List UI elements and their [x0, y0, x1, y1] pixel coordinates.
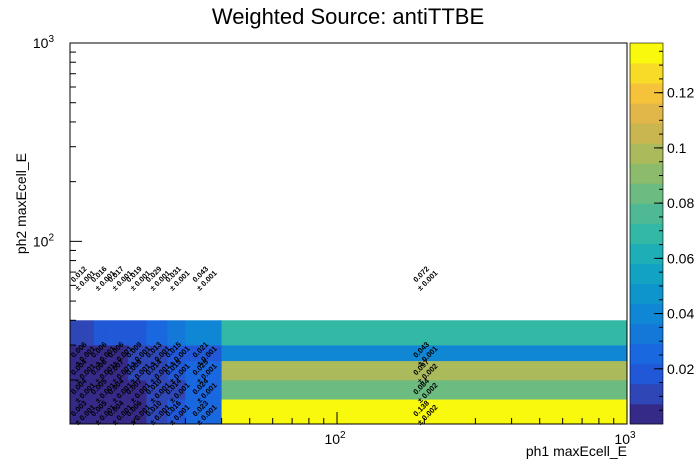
heatmap-cell — [93, 320, 111, 346]
colorbar-swatch — [630, 143, 663, 164]
heatmap-cell — [185, 320, 222, 346]
colorbar-swatch — [630, 243, 663, 264]
y-axis-label: ph2 maxEcell_E — [13, 153, 29, 254]
colorbar-tick-label: 0.08 — [667, 195, 694, 211]
heatmap-cell — [127, 320, 147, 346]
heatmap-cell — [167, 399, 186, 425]
colorbar-tick-label: 0.06 — [667, 250, 694, 266]
heatmap-cell — [70, 345, 95, 362]
heatmap-cell — [70, 360, 95, 381]
chart-title: Weighted Source: antiTTBE — [212, 4, 484, 29]
heatmap-cell — [167, 379, 186, 400]
colorbar-swatch — [630, 63, 663, 84]
x-tick-label: 102 — [324, 430, 346, 447]
heatmap-cell — [127, 379, 147, 400]
heatmap-cell — [127, 360, 147, 381]
heatmap-cell — [110, 345, 129, 362]
heatmap-cell — [167, 360, 186, 381]
heatmap-cell — [146, 399, 168, 425]
colorbar-swatch — [630, 163, 663, 184]
heatmap-cell — [110, 379, 129, 400]
axes: 102 103 102 103 — [33, 34, 636, 447]
colorbar-swatch — [630, 263, 663, 285]
colorbar-swatch — [630, 43, 663, 64]
heatmap-cell — [185, 345, 222, 362]
colorbar-swatch — [630, 303, 663, 325]
colorbar-swatch — [630, 323, 663, 345]
heatmap-cell — [167, 345, 186, 362]
colorbar-swatch — [630, 123, 663, 144]
colorbar-frame — [629, 42, 664, 425]
heatmap-cell — [93, 345, 111, 362]
colorbar-tick-label: 0.02 — [667, 361, 694, 377]
colorbar-swatch — [630, 403, 663, 425]
x-tick-label: 103 — [614, 430, 636, 447]
heatmap-cell — [146, 345, 168, 362]
heatmap-cells — [70, 320, 628, 425]
y-tick-label: 103 — [33, 34, 55, 51]
heatmap-cell — [146, 379, 168, 400]
heatmap-cell — [70, 399, 95, 425]
plot-frame — [69, 42, 628, 425]
colorbar-swatch — [630, 383, 663, 405]
colorbar-swatch — [630, 103, 663, 124]
heatmap-cell — [146, 360, 168, 381]
colorbar-swatch — [630, 223, 663, 244]
heatmap-cell — [185, 360, 222, 381]
colorbar-tick-label: 0.12 — [667, 85, 694, 101]
heatmap-cell — [70, 379, 95, 400]
colorbar: 0.02 0.04 0.06 0.08 0.1 0.12 — [629, 42, 694, 425]
heatmap-cell — [185, 379, 222, 400]
heatmap-cell — [127, 345, 147, 362]
heatmap-cell — [110, 360, 129, 381]
heatmap-cell — [93, 360, 111, 381]
colorbar-swatch — [630, 83, 663, 104]
y-tick-label: 102 — [33, 232, 55, 249]
colorbar-swatch — [630, 183, 663, 204]
heatmap-cell — [221, 320, 628, 346]
heatmap-cell — [70, 320, 95, 346]
colorbar-tick-label: 0.1 — [667, 140, 687, 156]
colorbar-tick-label: 0.04 — [667, 306, 694, 322]
heatmap-cell — [93, 379, 111, 400]
colorbar-swatch — [630, 343, 663, 365]
heatmap-cell — [221, 360, 628, 381]
heatmap-cell — [127, 399, 147, 425]
x-axis-label: ph1 maxEcell_E — [526, 443, 627, 459]
heatmap-cell — [185, 399, 222, 425]
heatmap-cell — [93, 399, 111, 425]
heatmap-cell — [110, 399, 129, 425]
heatmap-cell — [110, 320, 129, 346]
heatmap-cell — [167, 320, 186, 346]
colorbar-swatch — [630, 203, 663, 224]
heatmap-cell — [221, 345, 628, 362]
heatmap-cell — [221, 379, 628, 400]
heatmap-cell — [146, 320, 168, 346]
colorbar-swatch — [630, 283, 663, 305]
colorbar-swatch — [630, 363, 663, 385]
